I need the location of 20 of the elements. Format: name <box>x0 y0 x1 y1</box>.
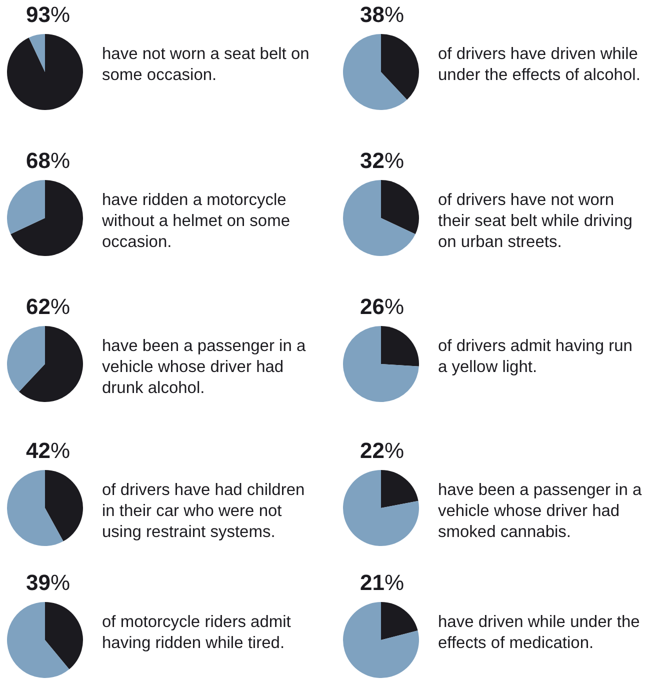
chart-title: 42% <box>26 438 70 463</box>
text: have not worn a seat belt on some occasion. <box>102 44 310 86</box>
text: have driven while under the effects of medication. <box>438 612 641 654</box>
text: of motorcycle riders admit having ridden while tired. <box>102 612 292 654</box>
chart-title: 62% <box>26 294 70 319</box>
chart-title: 39% <box>26 570 70 595</box>
text: have ridden a motorcycle without a helmet on some occasion. <box>102 190 292 253</box>
text: of drivers have driven while under the effects of alcohol. <box>438 44 642 86</box>
text: of drivers admit having run a yellow light. <box>438 336 634 378</box>
text: of drivers have not worn their seat belt while driving on urban streets. <box>438 190 634 253</box>
chart-title: 26% <box>360 294 404 319</box>
chart-title: 32% <box>360 148 404 173</box>
chart-title: 68% <box>26 148 70 173</box>
chart-title: 93% <box>26 2 70 27</box>
chart-title: 21% <box>360 570 404 595</box>
text: have been a passenger in a vehicle whose driver had smoked cannabis. <box>438 480 643 543</box>
chart-title: 22% <box>360 438 404 463</box>
text: have been a passenger in a vehicle whose driver had drunk alcohol. <box>102 336 307 399</box>
chart-title: 38% <box>360 2 404 27</box>
text: of drivers have had children in their car who were not using restraint systems. <box>102 480 306 543</box>
